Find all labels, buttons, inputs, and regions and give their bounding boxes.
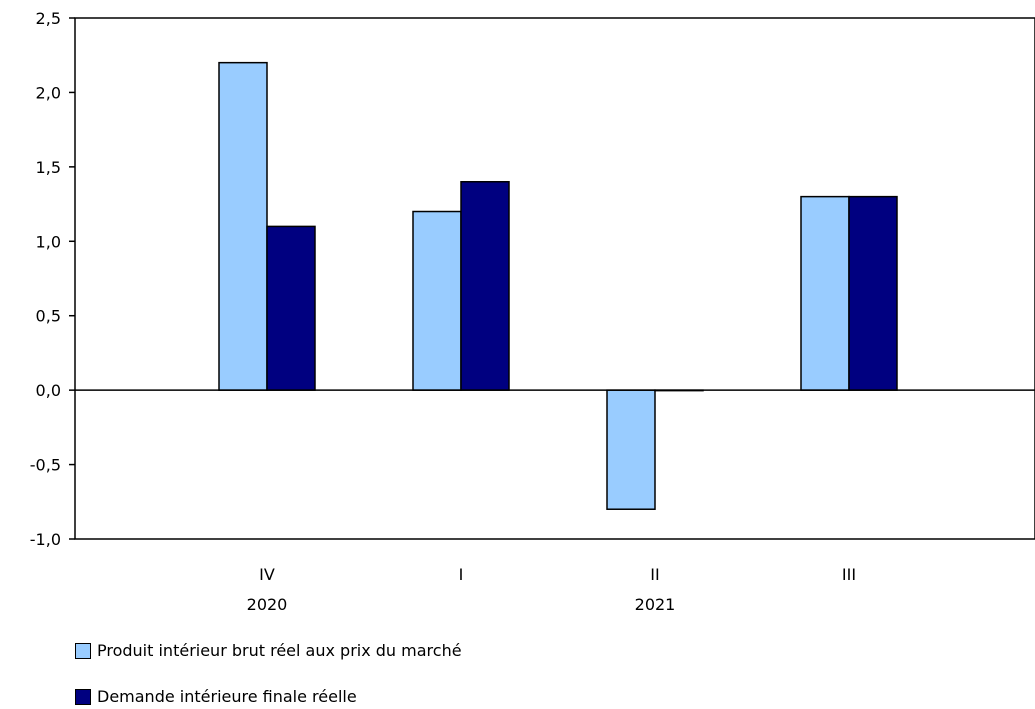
- legend-item-demand: Demande intérieure finale réelle: [75, 687, 357, 706]
- y-tick-label: 2,0: [36, 83, 61, 102]
- legend-swatch-gdp: [75, 642, 91, 659]
- bar-gdp-iii: [800, 195, 850, 391]
- bar-demand-iv: [266, 225, 316, 391]
- x-tick-label: II: [650, 565, 659, 584]
- y-tick-label: 0,5: [36, 307, 61, 326]
- y-tick-label: -0,5: [30, 456, 61, 475]
- y-tick-label: 0,0: [36, 381, 61, 400]
- bar-gdp-iv: [218, 61, 268, 391]
- y-tick-label: -1,0: [30, 530, 61, 549]
- bar-gdp-i: [412, 210, 462, 391]
- x-tick-label: I: [459, 565, 464, 584]
- y-tick-label: 2,5: [36, 9, 61, 28]
- x-tick-label: IV: [259, 565, 275, 584]
- legend-label-demand: Demande intérieure finale réelle: [97, 687, 357, 706]
- y-tick-label: 1,5: [36, 158, 61, 177]
- x-group-label-2021: 2021: [635, 595, 676, 614]
- bar-gdp-ii: [606, 389, 656, 510]
- legend-swatch-demand: [75, 688, 91, 705]
- bar-demand-i: [460, 180, 510, 391]
- plot-frame: [74, 17, 1035, 540]
- bar-demand-iii: [848, 195, 898, 391]
- legend-label-gdp: Produit intérieur brut réel aux prix du …: [97, 641, 462, 660]
- legend-item-gdp: Produit intérieur brut réel aux prix du …: [75, 641, 462, 660]
- x-tick-label: III: [842, 565, 856, 584]
- y-tick-label: 1,0: [36, 232, 61, 251]
- x-group-label-2020: 2020: [247, 595, 288, 614]
